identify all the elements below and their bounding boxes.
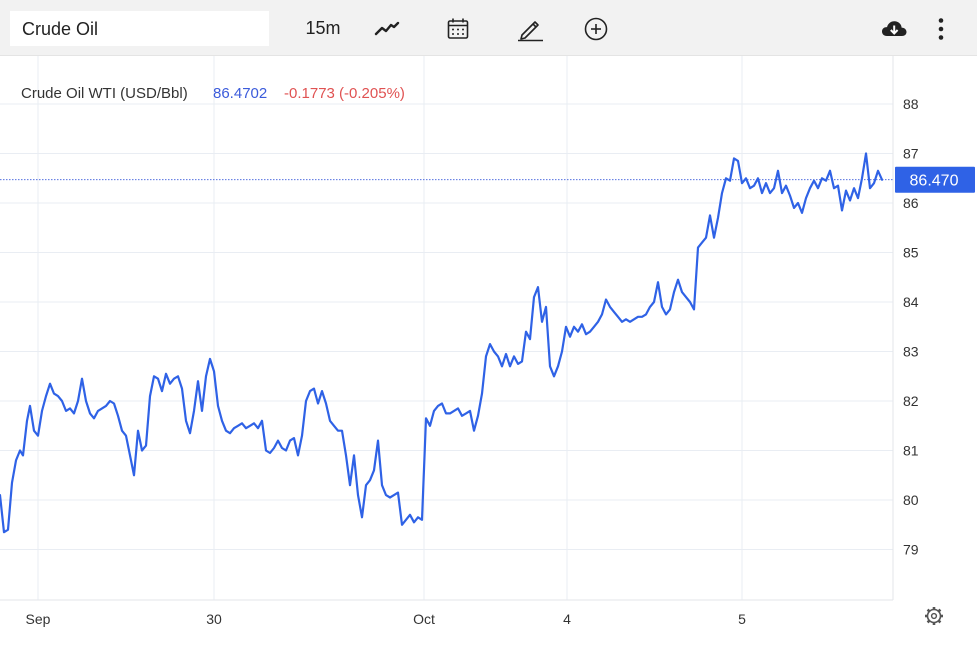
y-tick-label: 81 [903,443,919,459]
y-tick-label: 87 [903,146,919,162]
x-tick-label: Sep [26,611,51,627]
legend: Crude Oil WTI (USD/Bbl) 86.4702 -0.1773 … [21,85,405,102]
time-axis: Sep 30 Oct 4 5 [26,611,747,627]
legend-symbol-name: Crude Oil WTI (USD/Bbl) [21,85,188,102]
legend-change-value: -0.1773 (-0.205%) [284,85,405,102]
x-tick-label: Oct [413,611,435,627]
chart-grid [0,56,893,600]
settings-gear-icon[interactable] [925,607,943,625]
legend-last-value: 86.4702 [213,85,267,102]
interval-button[interactable]: 15m [305,18,341,38]
calendar-icon[interactable] [440,11,476,46]
y-tick-label: 86 [903,195,919,211]
x-tick-label: 30 [206,611,222,627]
x-tick-label: 5 [738,611,746,627]
y-tick-label: 84 [903,294,919,310]
y-tick-label: 85 [903,245,919,261]
y-tick-label: 79 [903,542,919,558]
last-price-tag: 86.470 [895,166,975,193]
more-vertical-icon[interactable] [928,11,954,46]
x-tick-label: 4 [563,611,571,627]
chart-area[interactable]: 79 80 81 82 83 84 85 86 87 88 Sep 30 Oct 4 5 Crude Oi… [0,56,977,641]
draw-pencil-icon[interactable] [512,11,548,46]
cloud-download-icon[interactable] [876,11,912,46]
add-circle-icon[interactable] [578,11,614,46]
line-chart-icon[interactable] [369,11,405,46]
y-tick-label: 83 [903,344,919,360]
y-tick-label: 82 [903,393,919,409]
price-chart[interactable]: 79 80 81 82 83 84 85 86 87 88 Sep 30 Oct 4 5 Crude Oi… [0,56,977,641]
y-tick-label: 88 [903,96,919,112]
price-axis: 79 80 81 82 83 84 85 86 87 88 [903,96,919,558]
price-series-line [0,152,884,534]
y-tick-label: 80 [903,492,919,508]
toolbar: Crude Oil 15m [0,0,977,56]
last-price-tag-label: 86.470 [910,173,959,190]
symbol-search-input[interactable]: Crude Oil [10,11,269,46]
